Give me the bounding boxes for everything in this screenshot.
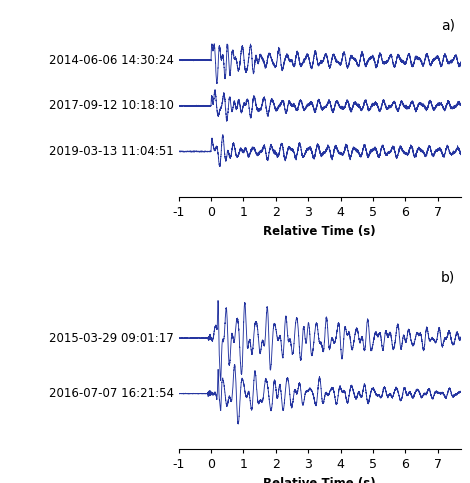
Text: 2014-06-06 14:30:24: 2014-06-06 14:30:24 bbox=[49, 54, 174, 67]
X-axis label: Relative Time (s): Relative Time (s) bbox=[263, 477, 376, 483]
Text: 2017-09-12 10:18:10: 2017-09-12 10:18:10 bbox=[49, 99, 174, 113]
Text: 2016-07-07 16:21:54: 2016-07-07 16:21:54 bbox=[49, 387, 174, 400]
X-axis label: Relative Time (s): Relative Time (s) bbox=[263, 225, 376, 238]
Text: b): b) bbox=[441, 270, 455, 284]
Text: a): a) bbox=[441, 18, 455, 32]
Text: 2019-03-13 11:04:51: 2019-03-13 11:04:51 bbox=[49, 145, 174, 158]
Text: 2015-03-29 09:01:17: 2015-03-29 09:01:17 bbox=[49, 331, 174, 344]
